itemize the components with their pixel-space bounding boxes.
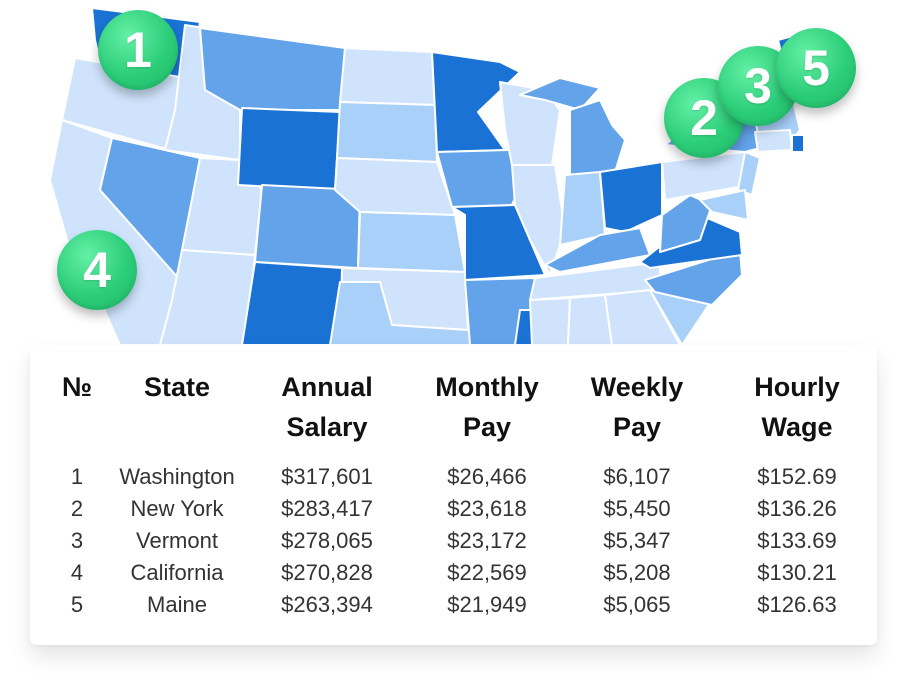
state-alabama: [567, 294, 613, 345]
state-ohio: [599, 161, 663, 233]
state-wyoming: [237, 107, 341, 191]
state-north-dakota: [339, 47, 436, 106]
header-monthly-line1: Monthly: [435, 372, 539, 402]
cell-weekly: $5,450: [603, 496, 671, 521]
cell-monthly: $23,618: [447, 496, 527, 521]
state-new-mexico: [241, 261, 343, 345]
salary-table: № State Annual Salary Monthly Pay Weekly…: [30, 345, 877, 645]
cell-hourly: $152.69: [757, 464, 837, 489]
header-hourly-line1: Hourly: [754, 372, 840, 402]
header-monthly-pay: Monthly Pay: [412, 367, 562, 447]
state-arizona: [159, 249, 256, 345]
header-annual-line1: Annual: [281, 372, 373, 402]
cell-rank: 3: [70, 528, 84, 553]
header-hourly-line2: Wage: [761, 412, 833, 442]
cell-weekly: $5,347: [603, 528, 671, 553]
rank-badge-1: 1: [98, 10, 178, 90]
cell-state: California: [130, 560, 224, 585]
cell-weekly: $5,065: [603, 592, 671, 617]
header-weekly-pay: Weekly Pay: [562, 367, 712, 447]
state-nebraska: [334, 157, 456, 216]
cell-annual: $270,828: [281, 560, 373, 585]
state-kentucky: [544, 227, 651, 273]
cell-rank: 4: [70, 560, 84, 585]
cell-weekly: $6,107: [603, 464, 671, 489]
cell-hourly: $136.26: [757, 496, 837, 521]
header-weekly-line2: Pay: [612, 412, 662, 442]
cell-rank: 2: [70, 496, 84, 521]
state-massachusetts: [754, 129, 793, 153]
us-map-svg: [49, 7, 831, 345]
state-indiana: [559, 171, 606, 246]
cell-state: Vermont: [136, 528, 218, 553]
cell-annual: $317,601: [281, 464, 373, 489]
cell-rank: 1: [70, 464, 84, 489]
cell-annual: $283,417: [281, 496, 373, 521]
cell-state: New York: [130, 496, 224, 521]
state-south-dakota: [336, 101, 438, 163]
cell-weekly: $5,208: [603, 560, 671, 585]
cell-monthly: $22,569: [447, 560, 527, 585]
state-mississippi: [529, 297, 571, 345]
header-annual-line2: Salary: [286, 412, 368, 442]
state-michigan-upper: [519, 77, 601, 111]
cell-rank: 5: [70, 592, 84, 617]
state-michigan: [569, 99, 626, 176]
header-hourly-wage: Hourly Wage: [722, 367, 872, 447]
state-kansas: [357, 211, 466, 273]
rank-badge-4: 4: [57, 230, 137, 310]
state-west-virginia: [659, 194, 713, 253]
header-rank: №: [61, 372, 93, 402]
cell-monthly: $23,172: [447, 528, 527, 553]
cell-hourly: $126.63: [757, 592, 837, 617]
cell-hourly: $133.69: [757, 528, 837, 553]
cell-state: Maine: [147, 592, 207, 617]
state-maryland: [699, 189, 749, 221]
cell-monthly: $26,466: [447, 464, 527, 489]
state-rhode-island: [791, 134, 805, 153]
cell-state: Washington: [119, 464, 235, 489]
cell-hourly: $130.21: [757, 560, 837, 585]
state-montana: [199, 27, 346, 111]
state-illinois: [511, 164, 566, 276]
state-georgia: [604, 289, 681, 345]
us-map: [0, 0, 907, 345]
cell-monthly: $21,949: [447, 592, 527, 617]
header-monthly-line2: Pay: [462, 412, 512, 442]
cell-annual: $263,394: [281, 592, 373, 617]
header-annual-salary: Annual Salary: [252, 367, 402, 447]
rank-badge-2: 2: [664, 78, 744, 158]
state-new-jersey: [737, 151, 761, 196]
cell-annual: $278,065: [281, 528, 373, 553]
header-weekly-line1: Weekly: [590, 372, 684, 402]
rank-badge-5: 5: [776, 28, 856, 108]
header-state: State: [143, 372, 211, 402]
